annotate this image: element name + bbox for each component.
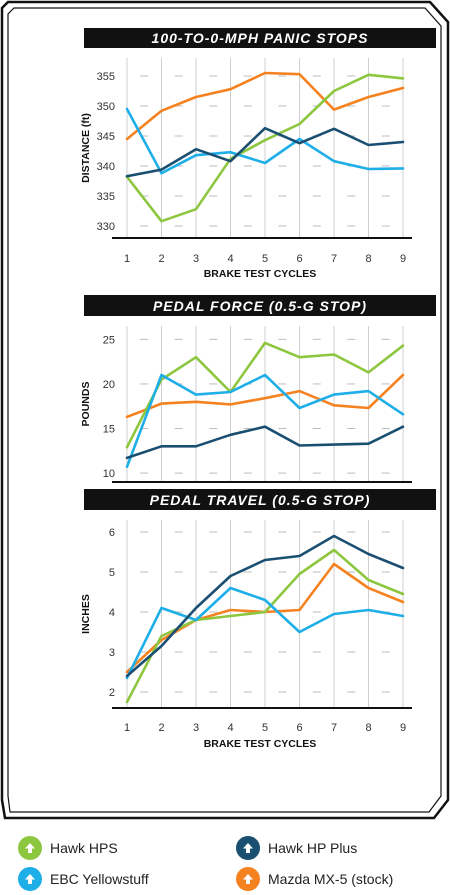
chart-title-bar xyxy=(84,28,436,48)
y-tick-label: 4 xyxy=(109,607,115,619)
series-line-ebc-yellowstuff xyxy=(125,586,405,680)
legend-label: EBC Yellowstuff xyxy=(50,871,149,887)
x-tick-label: 8 xyxy=(365,722,371,734)
legend-item-mazda-stock: Mazda MX-5 (stock) xyxy=(236,866,393,892)
y-tick-label: 20 xyxy=(103,379,115,391)
x-axis-label: BRAKE TEST CYCLES xyxy=(204,268,317,280)
y-tick-label: 330 xyxy=(97,221,115,233)
y-tick-label: 5 xyxy=(109,567,115,579)
y-axis-label: INCHES xyxy=(80,594,92,634)
legend: Hawk HPS Hawk HP Plus EBC Yellowstuff Ma… xyxy=(0,822,450,895)
y-tick-label: 6 xyxy=(109,527,115,539)
x-tick-label: 1 xyxy=(124,253,130,265)
y-tick-label: 350 xyxy=(97,101,115,113)
chart-title: PEDAL FORCE (0.5-G STOP) xyxy=(153,298,367,314)
chart-title: PEDAL TRAVEL (0.5-G STOP) xyxy=(150,492,371,508)
y-axis-label: DISTANCE (ft) xyxy=(80,113,92,183)
series-line-hawk-hps xyxy=(125,341,405,449)
x-tick-label: 1 xyxy=(124,722,130,734)
arrow-up-icon xyxy=(18,836,42,860)
x-tick-label: 5 xyxy=(262,722,268,734)
arrow-up-icon xyxy=(236,836,260,860)
x-tick-label: 2 xyxy=(158,722,164,734)
x-tick-label: 4 xyxy=(227,722,233,734)
y-tick-label: 340 xyxy=(97,161,115,173)
chart-title-bar xyxy=(84,489,436,510)
legend-label: Hawk HP Plus xyxy=(268,840,358,856)
series-line-ebc-yellowstuff xyxy=(125,373,405,469)
series-line-hawk-hp-plus xyxy=(125,534,405,678)
x-tick-label: 2 xyxy=(158,253,164,265)
x-tick-label: 6 xyxy=(296,722,302,734)
y-tick-label: 25 xyxy=(103,334,115,346)
x-tick-label: 8 xyxy=(365,253,371,265)
x-tick-label: 9 xyxy=(400,253,406,265)
chart-title: 100-TO-0-MPH PANIC STOPS xyxy=(152,30,369,46)
legend-label: Mazda MX-5 (stock) xyxy=(268,871,394,887)
series-line-hawk-hps xyxy=(125,73,405,223)
y-tick-label: 3 xyxy=(109,647,115,659)
x-tick-label: 3 xyxy=(193,722,199,734)
x-tick-label: 6 xyxy=(296,253,302,265)
y-tick-label: 2 xyxy=(109,687,115,699)
arrow-up-icon xyxy=(18,867,42,891)
y-tick-label: 10 xyxy=(103,468,115,480)
series-line-mazda-stock xyxy=(125,373,405,419)
y-axis-label: POUNDS xyxy=(80,382,92,427)
y-tick-label: 15 xyxy=(103,424,115,436)
y-tick-label: 355 xyxy=(97,71,115,83)
legend-item-hawk-hp-plus: Hawk HP Plus xyxy=(236,835,357,861)
y-tick-label: 335 xyxy=(97,191,115,203)
series-line-hawk-hp-plus xyxy=(125,425,405,460)
chart-title-bar xyxy=(84,295,436,316)
arrow-up-icon xyxy=(236,867,260,891)
x-tick-label: 5 xyxy=(262,253,268,265)
legend-label: Hawk HPS xyxy=(50,840,118,856)
x-tick-label: 7 xyxy=(331,253,337,265)
series-line-ebc-yellowstuff xyxy=(125,107,405,175)
x-axis-label: BRAKE TEST CYCLES xyxy=(204,738,317,750)
series-line-hawk-hp-plus xyxy=(125,126,405,178)
legend-item-hawk-hps: Hawk HPS xyxy=(18,835,118,861)
x-tick-label: 3 xyxy=(193,253,199,265)
x-tick-label: 7 xyxy=(331,722,337,734)
x-tick-label: 4 xyxy=(227,253,233,265)
x-tick-label: 9 xyxy=(400,722,406,734)
y-tick-label: 345 xyxy=(97,131,115,143)
series-line-mazda-stock xyxy=(125,71,405,141)
legend-item-ebc-yellowstuff: EBC Yellowstuff xyxy=(18,866,149,892)
series-line-hawk-hps xyxy=(125,548,405,704)
